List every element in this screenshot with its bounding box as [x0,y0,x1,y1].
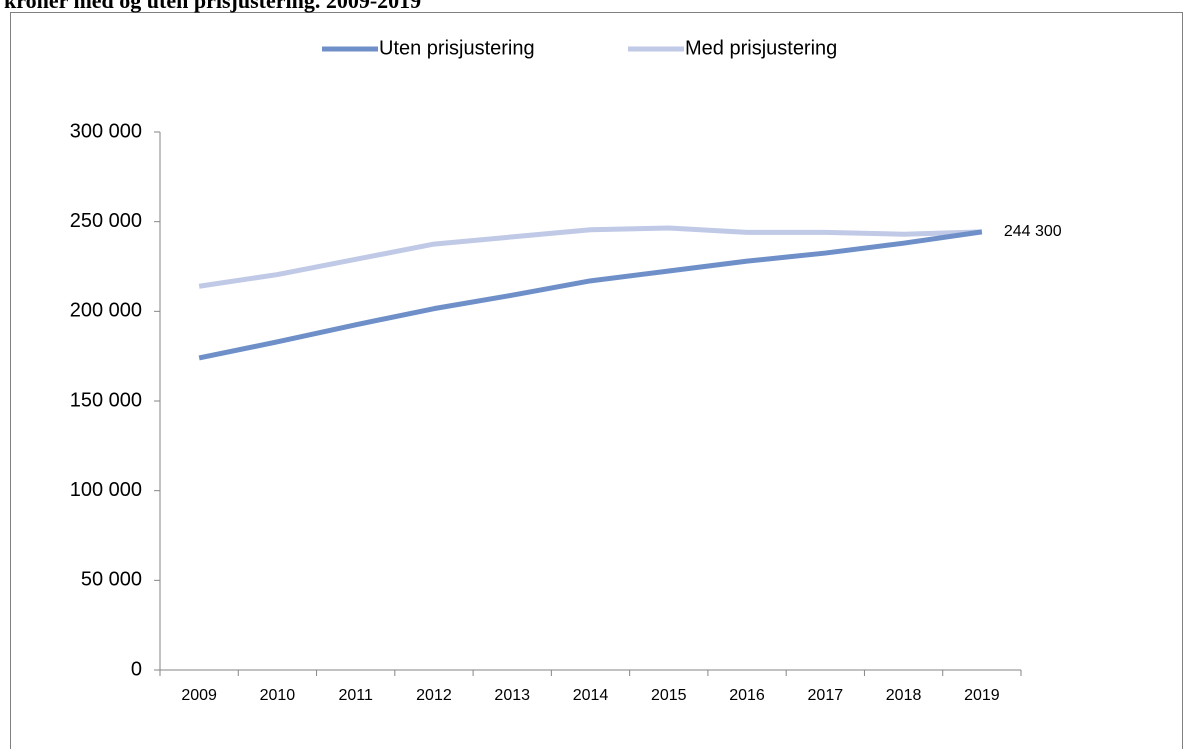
x-tick-label: 2015 [651,687,687,704]
x-tick-label: 2011 [338,687,373,704]
y-tick-label: 200 000 [70,300,142,322]
x-tick-label: 2019 [964,687,1000,704]
chart-title: kroner med og uten prisjustering. 2009-2… [4,0,421,13]
chart-frame [10,12,1183,749]
x-tick-label: 2018 [886,687,922,704]
y-tick-label: 50 000 [81,569,142,591]
series-line [198,225,982,289]
x-tick-label: 2014 [573,687,609,704]
x-tick-label: 2013 [494,687,530,704]
x-tick-label: 2016 [729,687,765,704]
y-tick-label: 0 [131,658,142,680]
x-tick-label: 2009 [181,687,217,704]
x-tick-label: 2017 [808,687,844,704]
y-tick-label: 300 000 [70,120,142,142]
legend-label: Med prisjustering [685,37,837,59]
y-tick-label: 100 000 [70,479,142,501]
y-tick-label: 250 000 [70,210,142,232]
x-tick-label: 2012 [416,687,452,704]
series-line [198,229,983,361]
legend-label: Uten prisjustering [379,37,535,59]
y-tick-label: 150 000 [70,389,142,411]
x-tick-label: 2010 [260,687,296,704]
data-label: 244 300 [1004,223,1062,240]
